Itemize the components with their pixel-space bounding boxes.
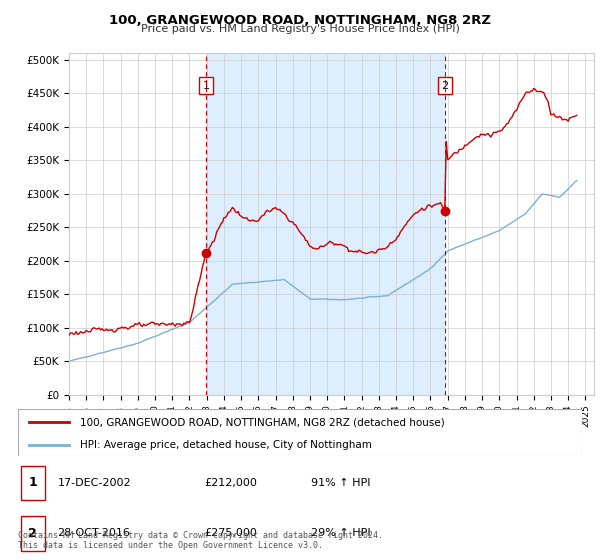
Text: 2: 2	[441, 81, 448, 91]
Text: £212,000: £212,000	[204, 478, 257, 488]
Text: 17-DEC-2002: 17-DEC-2002	[58, 478, 131, 488]
FancyBboxPatch shape	[21, 466, 44, 500]
Text: 29% ↑ HPI: 29% ↑ HPI	[311, 529, 371, 539]
Text: 1: 1	[28, 477, 37, 489]
Text: 1: 1	[203, 81, 209, 91]
Text: 100, GRANGEWOOD ROAD, NOTTINGHAM, NG8 2RZ (detached house): 100, GRANGEWOOD ROAD, NOTTINGHAM, NG8 2R…	[80, 417, 445, 427]
Text: 2: 2	[28, 527, 37, 540]
Text: 100, GRANGEWOOD ROAD, NOTTINGHAM, NG8 2RZ: 100, GRANGEWOOD ROAD, NOTTINGHAM, NG8 2R…	[109, 14, 491, 27]
Text: Contains HM Land Registry data © Crown copyright and database right 2024.
This d: Contains HM Land Registry data © Crown c…	[18, 530, 383, 550]
Text: 91% ↑ HPI: 91% ↑ HPI	[311, 478, 371, 488]
Text: 28-OCT-2016: 28-OCT-2016	[58, 529, 130, 539]
FancyBboxPatch shape	[21, 516, 44, 550]
Text: HPI: Average price, detached house, City of Nottingham: HPI: Average price, detached house, City…	[80, 440, 372, 450]
Bar	[206, 53, 445, 395]
Text: Price paid vs. HM Land Registry's House Price Index (HPI): Price paid vs. HM Land Registry's House …	[140, 24, 460, 34]
Text: £275,000: £275,000	[204, 529, 257, 539]
